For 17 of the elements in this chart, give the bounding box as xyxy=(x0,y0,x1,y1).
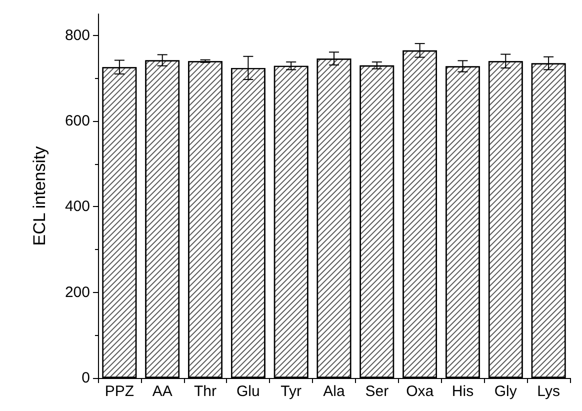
y-tick-label: 0 xyxy=(82,370,90,386)
x-tick-label: Ala xyxy=(323,383,346,400)
y-axis-title: ECL intensity xyxy=(30,146,49,246)
x-tick-label: PPZ xyxy=(104,383,134,400)
x-tick-label: Thr xyxy=(194,383,217,400)
x-tick-label: Glu xyxy=(236,383,260,400)
x-tick-label: Tyr xyxy=(280,383,302,400)
x-tick-label: Oxa xyxy=(406,383,434,400)
x-tick-label: Lys xyxy=(537,383,560,400)
x-tick-label: Gly xyxy=(494,383,518,400)
y-tick-label: 800 xyxy=(64,26,90,44)
x-tick-label: AA xyxy=(152,383,172,400)
y-tick-label: 400 xyxy=(64,198,90,216)
y-tick-label: 200 xyxy=(64,284,90,301)
x-tick-label: Ser xyxy=(365,383,389,400)
x-tick-label: His xyxy=(452,383,474,400)
y-tick-label: 600 xyxy=(64,112,90,130)
